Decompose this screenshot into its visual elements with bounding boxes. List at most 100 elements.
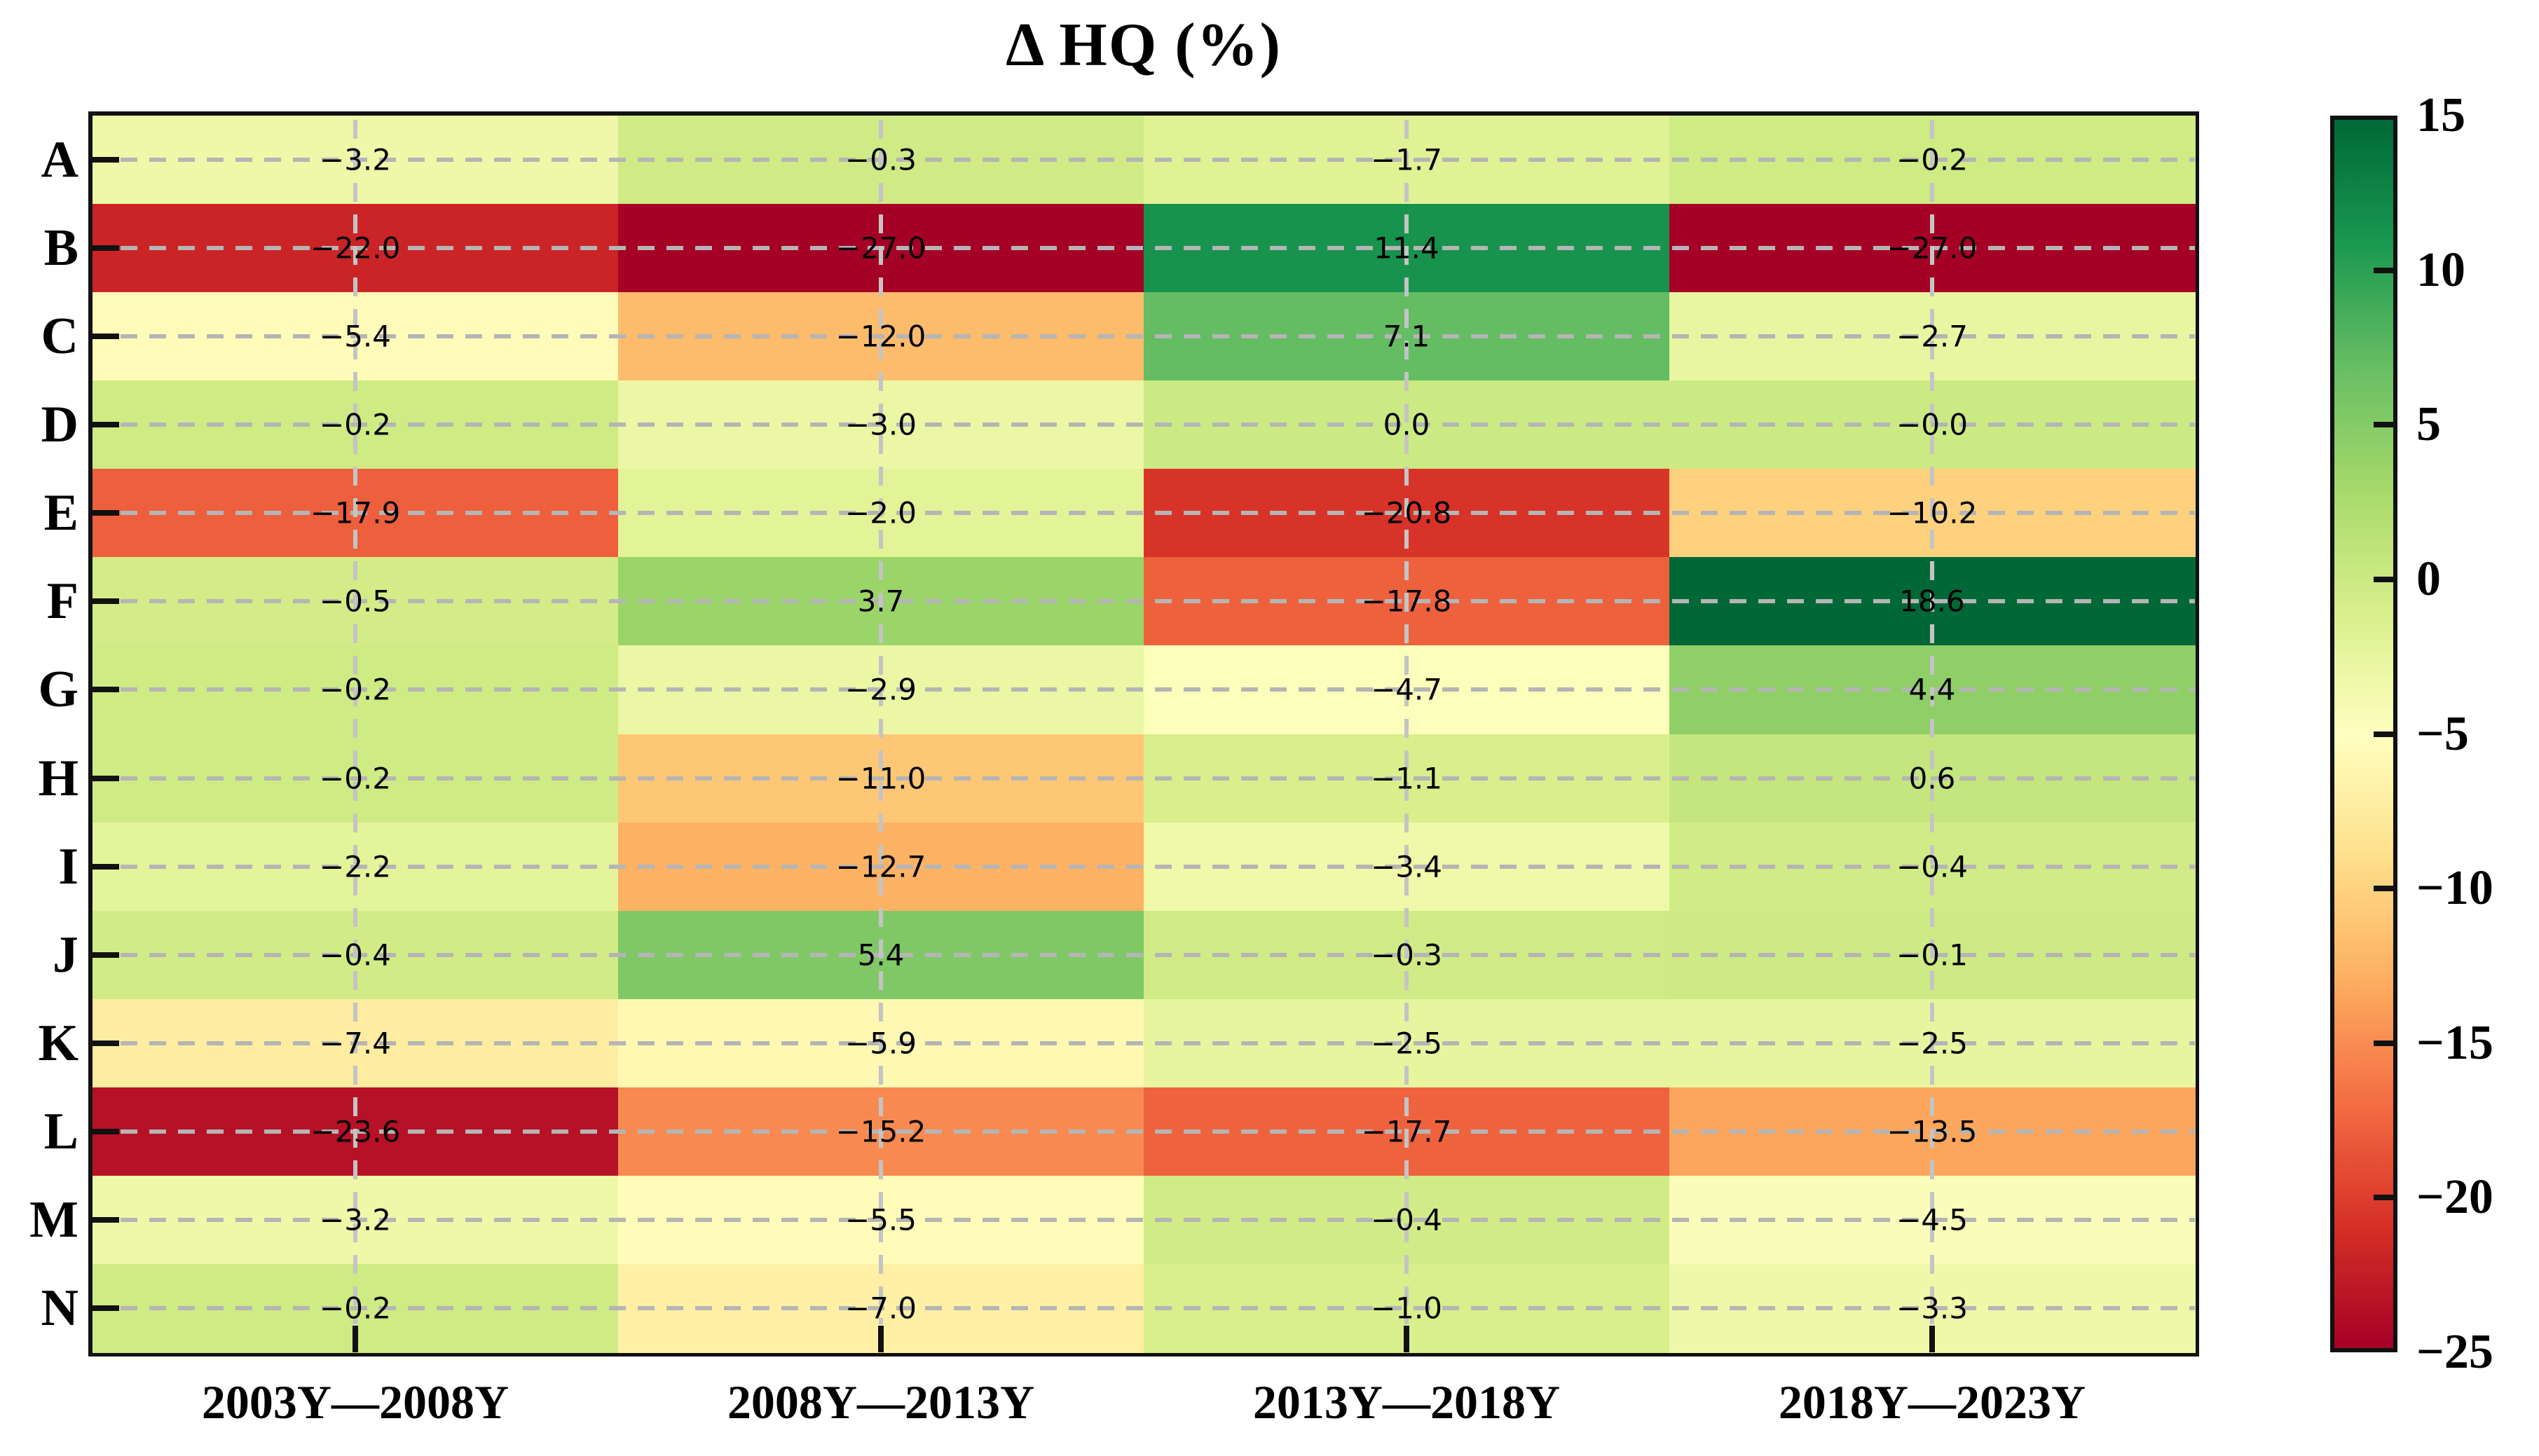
cell-value-label: −2.0 [845, 495, 917, 530]
colorbar-tick [2374, 576, 2393, 582]
colorbar-tick [2374, 267, 2393, 273]
cell-value-label: −0.4 [320, 938, 391, 973]
cell-value-label: −0.2 [320, 407, 391, 442]
colorbar-tick-label: 10 [2416, 242, 2465, 297]
row-label: H [38, 749, 78, 807]
x-axis-tick [1404, 1326, 1409, 1352]
cell-value-label: −0.4 [1371, 1202, 1442, 1237]
y-axis-tick [93, 1216, 119, 1223]
cell-value-label: −17.9 [310, 495, 401, 530]
cell-value-label: −12.7 [835, 849, 926, 884]
cell-value-label: −0.3 [845, 142, 917, 177]
colorbar-tick-label: 15 [2416, 88, 2465, 142]
gridline-vertical [1404, 120, 1409, 1324]
y-axis-tick [93, 1305, 119, 1311]
y-axis-tick [93, 422, 119, 428]
cell-value-label: −7.4 [320, 1026, 391, 1061]
cell-value-label: −0.5 [320, 584, 391, 619]
chart-title: Δ HQ (%) [1006, 11, 1282, 79]
cell-value-label: −20.8 [1361, 495, 1452, 530]
cell-value-label: 18.6 [1899, 584, 1965, 619]
cell-value-label: 4.4 [1908, 672, 1956, 707]
colorbar-tick-label: 0 [2416, 551, 2441, 606]
cell-value-label: −22.0 [310, 231, 401, 266]
gridline-vertical [353, 120, 357, 1324]
row-label: E [43, 484, 78, 542]
cell-value-label: −4.5 [1896, 1202, 1968, 1237]
cell-value-label: −27.0 [835, 231, 926, 266]
colorbar-tick [2374, 1040, 2393, 1046]
colorbar-tick [2374, 886, 2393, 892]
row-label: G [38, 661, 78, 719]
gridline-horizontal [121, 246, 2195, 251]
gridline-horizontal [121, 1041, 2195, 1045]
colorbar-tick [2374, 1195, 2393, 1201]
row-label: K [38, 1014, 78, 1072]
cell-value-label: −0.3 [1371, 938, 1442, 973]
y-axis-tick [93, 863, 119, 870]
cell-value-label: −5.4 [320, 319, 391, 354]
colorbar-tick-label: 5 [2416, 397, 2441, 452]
row-label: C [41, 308, 78, 366]
row-label: L [43, 1102, 78, 1160]
cell-value-label: −10.2 [1887, 495, 1978, 530]
cell-value-label: −3.3 [1896, 1291, 1968, 1326]
cell-value-label: −0.2 [320, 761, 391, 796]
y-axis-tick [93, 1128, 119, 1134]
cell-value-label: −3.0 [845, 407, 917, 442]
gridline-horizontal [121, 776, 2195, 781]
gridline-horizontal [121, 1129, 2195, 1134]
cell-value-label: −4.7 [1371, 672, 1442, 707]
y-axis-tick [93, 687, 119, 693]
cell-value-label: 5.4 [857, 938, 905, 973]
colorbar-tick [2374, 731, 2393, 737]
row-label: M [29, 1190, 78, 1249]
x-axis-tick [1929, 1326, 1935, 1352]
y-axis-tick [93, 510, 119, 516]
colorbar-tick-label: −15 [2416, 1015, 2493, 1070]
row-label: F [46, 572, 78, 631]
cell-value-label: −0.2 [1896, 142, 1968, 177]
y-axis-tick [93, 157, 119, 163]
colorbar-tick [2374, 422, 2393, 428]
cell-value-label: −3.2 [320, 142, 391, 177]
colorbar-tick-label: −5 [2416, 706, 2469, 761]
row-label: N [41, 1279, 78, 1337]
cell-value-label: −15.2 [835, 1114, 926, 1149]
col-label: 2018Y—2023Y [1778, 1375, 2086, 1429]
cell-value-label: 3.7 [857, 584, 905, 619]
cell-value-label: −3.4 [1371, 849, 1442, 884]
row-label: D [41, 396, 78, 454]
gridline-horizontal [121, 864, 2195, 869]
gridline-horizontal [121, 334, 2195, 339]
col-label: 2013Y—2018Y [1252, 1375, 1561, 1429]
cell-value-label: −17.7 [1361, 1114, 1452, 1149]
cell-value-label: −0.0 [1896, 407, 1968, 442]
y-axis-tick [93, 952, 119, 958]
cell-value-label: −7.0 [845, 1291, 917, 1326]
cell-value-label: −0.2 [320, 672, 391, 707]
y-axis-tick [93, 598, 119, 605]
colorbar-tick-label: −25 [2416, 1325, 2493, 1379]
cell-value-label: −2.7 [1896, 319, 1968, 354]
cell-value-label: −3.2 [320, 1202, 391, 1237]
cell-value-label: 7.1 [1383, 319, 1430, 354]
cell-value-label: −0.4 [1896, 849, 1968, 884]
gridline-vertical [1930, 120, 1934, 1324]
cell-value-label: −1.0 [1371, 1291, 1442, 1326]
cell-value-label: −13.5 [1887, 1114, 1978, 1149]
cell-value-label: −1.1 [1371, 761, 1442, 796]
y-axis-tick [93, 775, 119, 781]
cell-value-label: −1.7 [1371, 142, 1442, 177]
cell-value-label: −0.2 [320, 1291, 391, 1326]
y-axis-tick [93, 1040, 119, 1046]
gridline-horizontal [121, 1305, 2195, 1310]
gridline-horizontal [121, 599, 2195, 604]
row-label: I [58, 837, 78, 895]
gridline-horizontal [121, 1217, 2195, 1222]
cell-value-label: −12.0 [835, 319, 926, 354]
cell-value-label: 0.6 [1908, 761, 1956, 796]
cell-value-label: 11.4 [1374, 231, 1439, 266]
x-axis-tick [353, 1326, 358, 1352]
gridline-horizontal [121, 687, 2195, 692]
